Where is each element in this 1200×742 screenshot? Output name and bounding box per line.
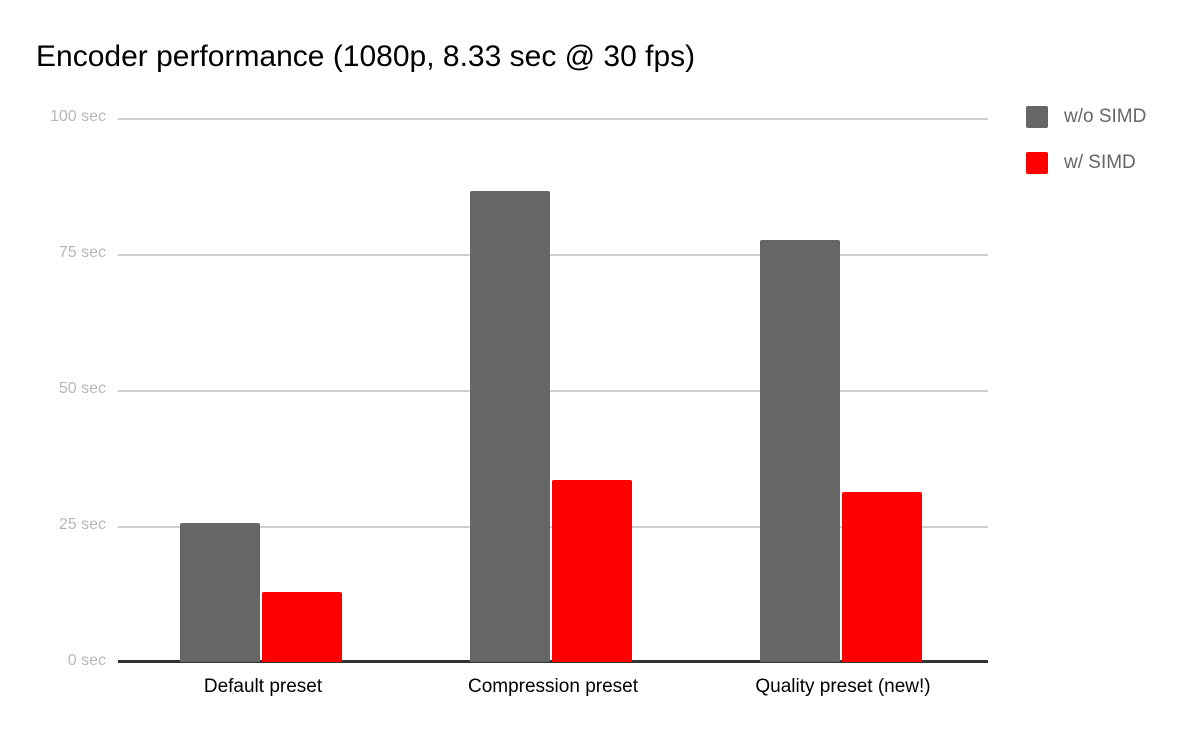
bar[interactable] [470, 191, 550, 662]
gridline [118, 254, 988, 256]
gridline [118, 390, 988, 392]
legend-item[interactable]: w/o SIMD [1026, 106, 1146, 128]
legend-swatch-icon [1026, 152, 1048, 174]
bar[interactable] [760, 240, 840, 662]
legend-label: w/ SIMD [1064, 152, 1136, 173]
bar[interactable] [262, 591, 342, 662]
legend: w/o SIMD w/ SIMD [1026, 106, 1146, 198]
y-axis-tick-label: 25 sec [58, 516, 106, 533]
bar[interactable] [842, 491, 922, 662]
bar[interactable] [552, 479, 632, 662]
bar[interactable] [180, 523, 260, 662]
legend-item[interactable]: w/ SIMD [1026, 152, 1146, 174]
x-axis-category-label: Quality preset (new!) [755, 676, 931, 697]
y-axis-tick-label: 100 sec [49, 108, 106, 125]
chart-title: Encoder performance (1080p, 8.33 sec @ 3… [36, 40, 696, 73]
y-axis-tick-label: 50 sec [58, 380, 106, 397]
bars-container [118, 118, 988, 662]
x-axis-category-label: Compression preset [467, 676, 639, 697]
legend-label: w/o SIMD [1064, 106, 1147, 127]
gridline [118, 118, 988, 120]
y-axis-tick-label: 0 sec [67, 652, 106, 669]
legend-swatch-icon [1026, 106, 1048, 128]
y-axis-tick-label: 75 sec [58, 244, 106, 261]
x-axis-category-label: Default preset [203, 676, 323, 697]
